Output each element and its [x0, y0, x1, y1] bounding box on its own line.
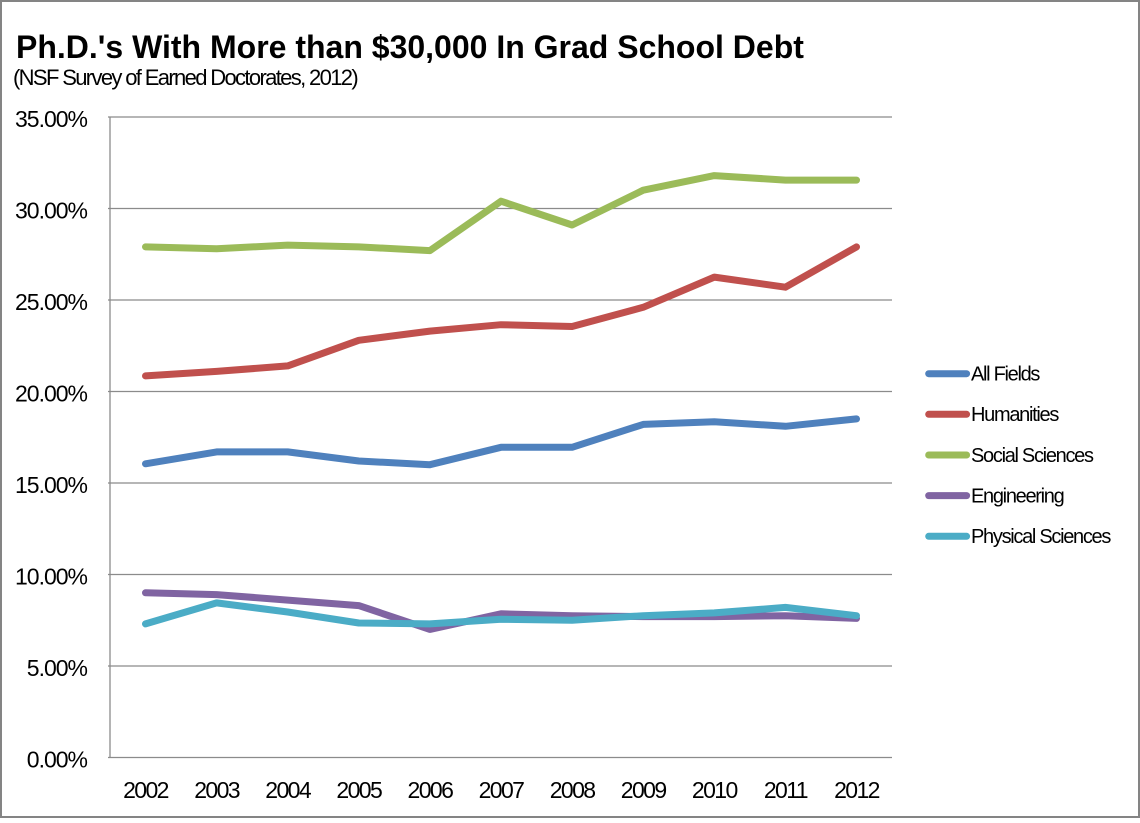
svg-text:2002: 2002 [123, 777, 169, 803]
svg-text:2005: 2005 [336, 777, 382, 803]
svg-text:20.00%: 20.00% [15, 381, 88, 407]
svg-text:2003: 2003 [194, 777, 240, 803]
svg-text:5.00%: 5.00% [27, 655, 88, 681]
svg-text:15.00%: 15.00% [15, 472, 88, 498]
svg-text:2010: 2010 [692, 777, 738, 803]
svg-text:2008: 2008 [550, 777, 596, 803]
svg-text:35.00%: 35.00% [15, 106, 88, 132]
svg-text:Physical Sciences: Physical Sciences [971, 526, 1111, 548]
svg-text:Engineering: Engineering [971, 486, 1064, 508]
svg-text:Ph.D.'s With More than $30,000: Ph.D.'s With More than $30,000 In Grad S… [16, 29, 804, 65]
svg-text:25.00%: 25.00% [15, 289, 88, 315]
svg-text:Humanities: Humanities [971, 404, 1059, 426]
svg-text:0.00%: 0.00% [27, 747, 88, 773]
svg-text:(NSF Survey of Earned Doctorat: (NSF Survey of Earned Doctorates, 2012) [13, 65, 357, 90]
svg-text:Social Sciences: Social Sciences [971, 445, 1094, 467]
svg-text:2004: 2004 [265, 777, 312, 803]
svg-text:2012: 2012 [834, 777, 880, 803]
svg-text:2009: 2009 [621, 777, 667, 803]
svg-text:30.00%: 30.00% [15, 198, 88, 224]
svg-text:2006: 2006 [408, 777, 454, 803]
svg-text:2011: 2011 [764, 777, 808, 803]
svg-text:10.00%: 10.00% [15, 564, 88, 590]
svg-text:All Fields: All Fields [971, 364, 1040, 386]
svg-text:2007: 2007 [479, 777, 525, 803]
